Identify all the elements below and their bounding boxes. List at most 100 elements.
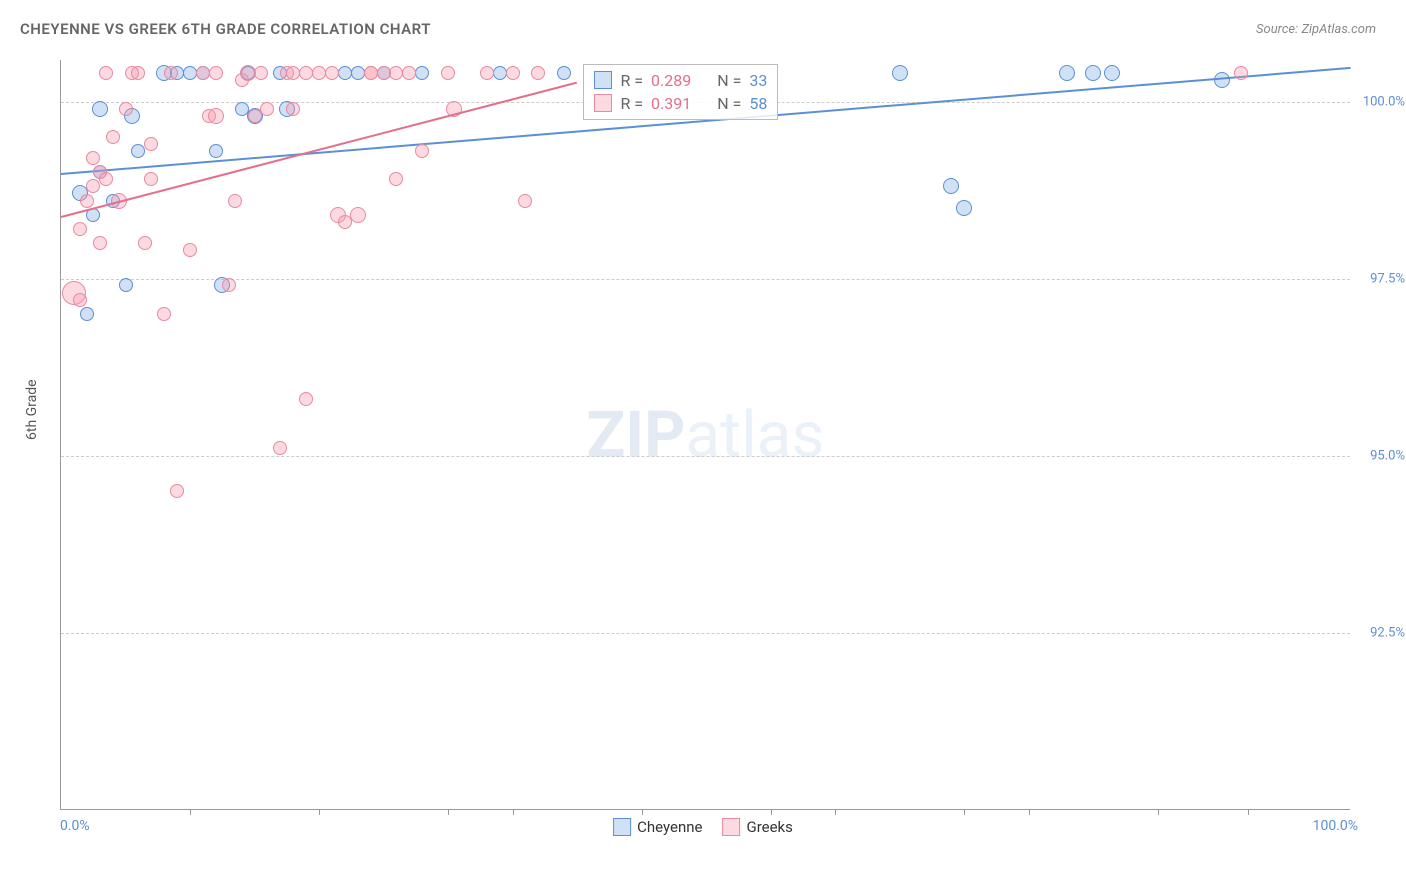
x-tick: [642, 809, 643, 815]
x-axis-min-label: 0.0%: [60, 818, 90, 834]
stats-row: R =0.391N =58: [594, 92, 767, 115]
scatter-point: [350, 207, 366, 223]
legend: Cheyenne Greeks: [613, 818, 793, 836]
source-credit: Source: ZipAtlas.com: [1256, 22, 1376, 37]
scatter-point: [170, 484, 184, 498]
scatter-point: [144, 172, 158, 186]
scatter-point: [80, 194, 94, 208]
x-tick: [964, 809, 965, 815]
x-tick: [1158, 809, 1159, 815]
scatter-point: [209, 144, 223, 158]
scatter-point: [943, 178, 959, 194]
scatter-point: [286, 102, 300, 116]
scatter-point: [506, 66, 520, 80]
x-tick: [513, 809, 514, 815]
scatter-point: [131, 66, 145, 80]
scatter-point: [80, 307, 94, 321]
stats-row: R =0.289N =33: [594, 69, 767, 92]
y-tick-label: 100.0%: [1355, 95, 1405, 110]
scatter-point: [1059, 65, 1075, 81]
source-prefix: Source:: [1256, 22, 1301, 37]
x-tick: [1029, 809, 1030, 815]
x-tick: [1248, 809, 1249, 815]
scatter-point: [93, 236, 107, 250]
scatter-point: [228, 194, 242, 208]
scatter-point: [377, 66, 391, 80]
scatter-point: [956, 200, 972, 216]
x-tick: [771, 809, 772, 815]
scatter-point: [119, 278, 133, 292]
scatter-point: [351, 66, 365, 80]
scatter-point: [1085, 65, 1101, 81]
scatter-point: [99, 66, 113, 80]
stats-n-value: 58: [749, 94, 767, 113]
stats-r-label: R =: [620, 71, 643, 90]
legend-label: Greeks: [746, 818, 792, 836]
scatter-point: [325, 66, 339, 80]
scatter-point: [312, 66, 326, 80]
scatter-point: [254, 66, 268, 80]
x-axis-max-label: 100.0%: [1313, 818, 1358, 834]
scatter-point: [338, 66, 352, 80]
stats-box: R =0.289N =33R =0.391N =58: [583, 64, 778, 120]
scatter-point: [164, 66, 178, 80]
scatter-point: [892, 65, 908, 81]
scatter-point: [557, 66, 571, 80]
scatter-point: [86, 151, 100, 165]
stats-swatch: [594, 94, 612, 112]
scatter-point: [196, 66, 210, 80]
scatter-point: [73, 222, 87, 236]
scatter-point: [131, 144, 145, 158]
scatter-point: [1234, 66, 1248, 80]
stats-r-value: 0.391: [651, 94, 691, 113]
scatter-point: [183, 243, 197, 257]
stats-swatch: [594, 71, 612, 89]
y-tick-label: 92.5%: [1355, 626, 1405, 641]
stats-n-label: N =: [717, 94, 741, 113]
legend-swatch: [613, 818, 631, 836]
scatter-point: [480, 66, 494, 80]
scatter-point: [183, 66, 197, 80]
stats-r-value: 0.289: [651, 71, 691, 90]
scatter-point: [73, 293, 87, 307]
scatter-point: [299, 66, 313, 80]
scatter-point: [1214, 72, 1230, 88]
watermark-light: atlas: [685, 397, 824, 472]
x-tick: [190, 809, 191, 815]
scatter-point: [415, 66, 429, 80]
legend-item: Cheyenne: [613, 818, 702, 836]
scatter-point: [299, 392, 313, 406]
y-tick-label: 95.0%: [1355, 449, 1405, 464]
scatter-point: [441, 66, 455, 80]
gridline: [61, 456, 1350, 457]
scatter-point: [106, 130, 120, 144]
gridline: [61, 279, 1350, 280]
scatter-point: [222, 278, 236, 292]
legend-swatch: [722, 818, 740, 836]
scatter-point: [273, 441, 287, 455]
chart-container: CHEYENNE VS GREEK 6TH GRADE CORRELATION …: [20, 20, 1386, 872]
scatter-point: [248, 109, 262, 123]
stats-n-value: 33: [749, 71, 767, 90]
legend-item: Greeks: [722, 818, 792, 836]
y-tick-label: 97.5%: [1355, 272, 1405, 287]
scatter-point: [493, 66, 507, 80]
scatter-point: [157, 307, 171, 321]
gridline: [61, 633, 1350, 634]
scatter-point: [99, 172, 113, 186]
scatter-point: [209, 66, 223, 80]
scatter-point: [1104, 65, 1120, 81]
x-tick: [448, 809, 449, 815]
scatter-point: [389, 66, 403, 80]
chart-title: CHEYENNE VS GREEK 6TH GRADE CORRELATION …: [20, 20, 431, 38]
y-axis-label: 6th Grade: [24, 379, 40, 440]
scatter-point: [138, 236, 152, 250]
scatter-point: [86, 179, 100, 193]
scatter-point: [286, 66, 300, 80]
scatter-point: [208, 108, 224, 124]
scatter-point: [364, 66, 378, 80]
plot-area: ZIPatlas 100.0%97.5%95.0%92.5%R =0.289N …: [60, 60, 1350, 810]
scatter-point: [518, 194, 532, 208]
watermark-bold: ZIP: [587, 397, 686, 472]
scatter-point: [415, 144, 429, 158]
